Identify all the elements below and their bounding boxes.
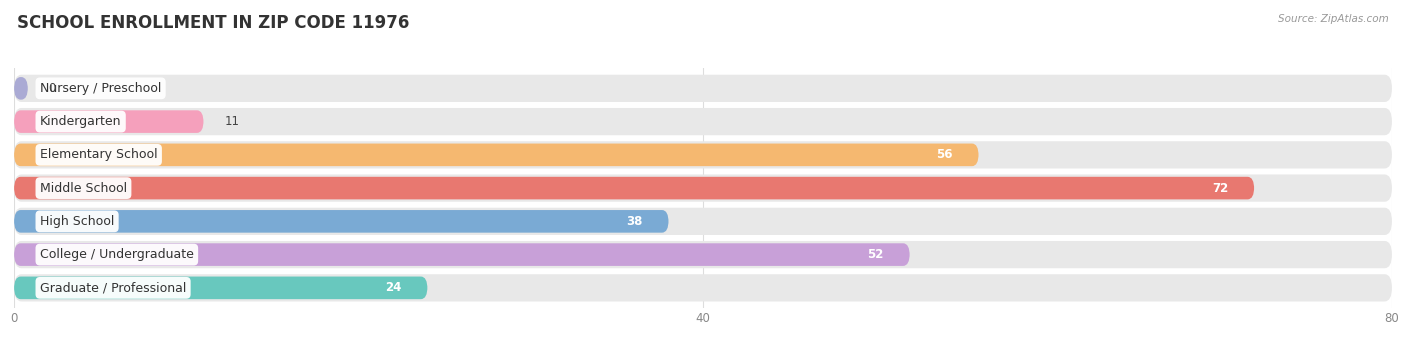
FancyBboxPatch shape: [14, 144, 979, 166]
Text: College / Undergraduate: College / Undergraduate: [39, 248, 194, 261]
FancyBboxPatch shape: [14, 141, 1392, 169]
Text: SCHOOL ENROLLMENT IN ZIP CODE 11976: SCHOOL ENROLLMENT IN ZIP CODE 11976: [17, 14, 409, 32]
FancyBboxPatch shape: [14, 177, 1254, 199]
FancyBboxPatch shape: [14, 110, 204, 133]
FancyBboxPatch shape: [14, 243, 910, 266]
Text: Kindergarten: Kindergarten: [39, 115, 121, 128]
FancyBboxPatch shape: [14, 77, 28, 100]
FancyBboxPatch shape: [14, 108, 1392, 135]
Text: Graduate / Professional: Graduate / Professional: [39, 281, 186, 294]
Text: Elementary School: Elementary School: [39, 148, 157, 161]
Text: Nursery / Preschool: Nursery / Preschool: [39, 82, 162, 95]
Text: 38: 38: [626, 215, 643, 228]
FancyBboxPatch shape: [14, 274, 1392, 302]
Text: 11: 11: [224, 115, 239, 128]
FancyBboxPatch shape: [14, 241, 1392, 268]
Text: 56: 56: [936, 148, 953, 161]
Text: 24: 24: [385, 281, 402, 294]
FancyBboxPatch shape: [14, 75, 1392, 102]
Text: 52: 52: [868, 248, 884, 261]
Text: 0: 0: [48, 82, 56, 95]
FancyBboxPatch shape: [14, 174, 1392, 202]
Text: High School: High School: [39, 215, 114, 228]
FancyBboxPatch shape: [14, 208, 1392, 235]
FancyBboxPatch shape: [14, 277, 427, 299]
Text: Source: ZipAtlas.com: Source: ZipAtlas.com: [1278, 14, 1389, 24]
Text: Middle School: Middle School: [39, 182, 127, 195]
FancyBboxPatch shape: [14, 210, 669, 233]
Text: 72: 72: [1212, 182, 1229, 195]
